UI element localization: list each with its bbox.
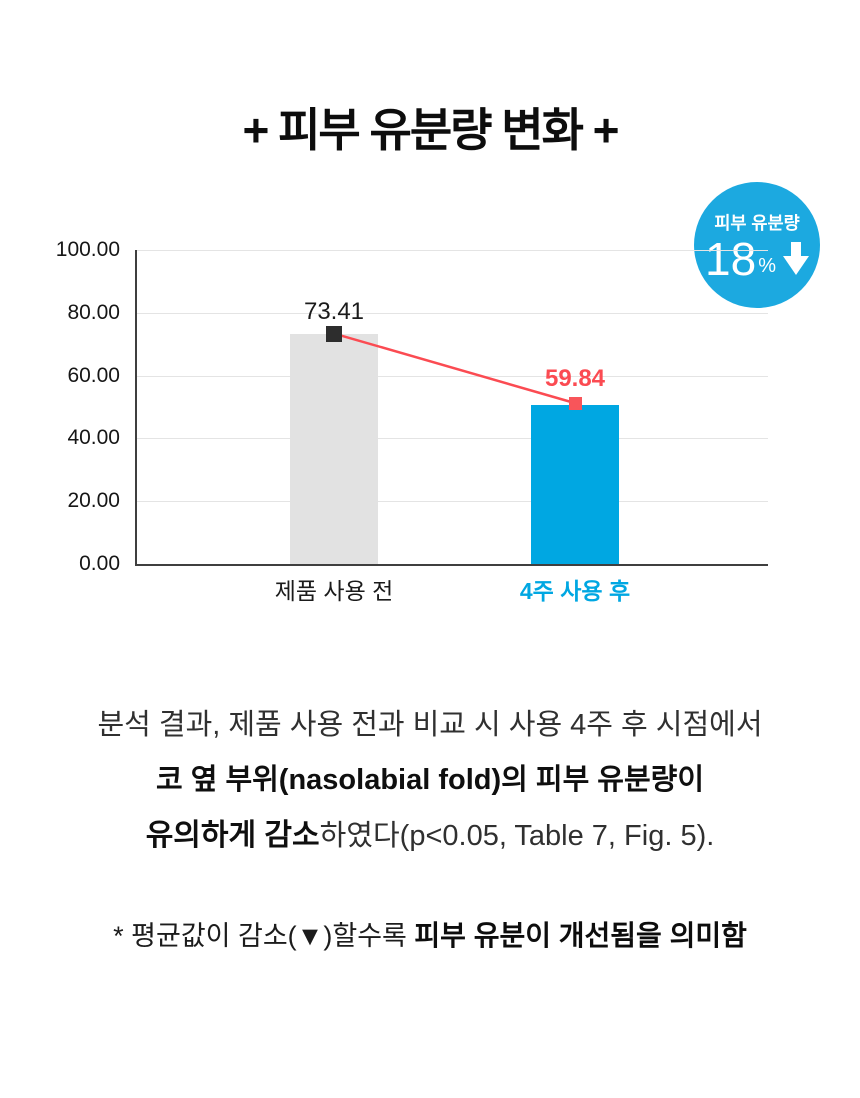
down-arrow-icon [782, 242, 809, 280]
gridline [137, 312, 768, 314]
y-axis-tick-label: 40.00 [67, 426, 120, 450]
y-axis-tick-label: 20.00 [67, 489, 120, 513]
badge-value: 18 [705, 233, 757, 285]
badge-value-row: 18 % [705, 236, 809, 282]
bar-before-use [290, 333, 378, 564]
oil-reduction-badge: 피부 유분량 18 % [694, 182, 820, 308]
marker-before-use [326, 325, 342, 342]
value-label: 73.41 [303, 297, 365, 325]
badge-unit: % [758, 255, 776, 277]
page-title: + 피부 유분량 변화 + [242, 104, 619, 156]
category-label: 4주 사용 후 [519, 578, 631, 604]
analysis-line-3: 유의하게 감소하였다(p<0.05, Table 7, Fig. 5). [0, 808, 860, 863]
x-axis-line [135, 564, 768, 566]
category-label: 제품 사용 전 [274, 578, 394, 604]
y-axis-tick-label: 100.00 [55, 238, 120, 261]
footnote-regular: * 평균값이 감소(▼)할수록 [113, 921, 415, 951]
gridline [137, 375, 768, 377]
value-label: 59.84 [544, 365, 606, 393]
gridline [137, 250, 768, 251]
analysis-line-3-regular: 하였다(p<0.05, Table 7, Fig. 5). [319, 820, 715, 852]
analysis-line-3-bold: 유의하게 감소 [145, 819, 320, 852]
y-axis-tick-label: 0.00 [79, 552, 120, 575]
analysis-line-2: 코 옆 부위(nasolabial fold)의 피부 유분량이 [155, 764, 705, 796]
analysis-line-1: 분석 결과, 제품 사용 전과 비교 시 사용 4주 후 시점에서 [97, 709, 763, 741]
footnote-bold: 피부 유분이 개선됨을 의미함 [414, 920, 747, 951]
gridline [137, 438, 768, 440]
badge-label: 피부 유분량 [714, 213, 800, 233]
analysis-text: 분석 결과, 제품 사용 전과 비교 시 사용 4주 후 시점에서 코 옆 부위… [0, 698, 860, 863]
footnote: * 평균값이 감소(▼)할수록 피부 유분이 개선됨을 의미함 [0, 908, 860, 963]
marker-after-4-weeks [568, 396, 582, 410]
y-axis-line [135, 250, 137, 566]
y-axis-tick-label: 80.00 [67, 300, 120, 324]
y-axis-tick-label: 60.00 [67, 363, 120, 387]
bar-after-4-weeks [531, 405, 619, 564]
gridline [137, 501, 768, 503]
